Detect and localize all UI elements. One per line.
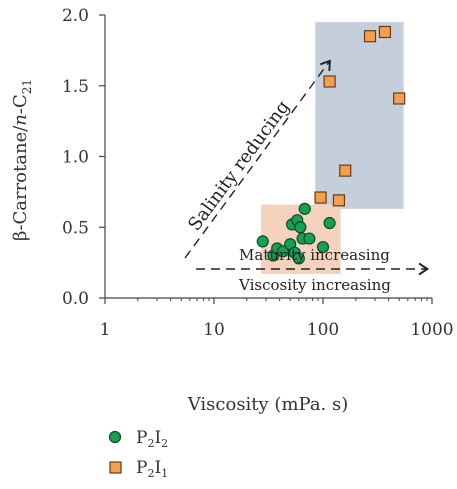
region-0 bbox=[315, 22, 404, 209]
axis-ticks: 1 10 100 1000 0.0 0.5 1.0 1.5 2.0 bbox=[62, 6, 454, 340]
point-square bbox=[393, 92, 406, 105]
y-tick-label: 1.0 bbox=[62, 148, 89, 168]
x-tick-label: 100 bbox=[307, 320, 339, 340]
x-tick-label: 10 bbox=[203, 320, 225, 340]
point-square bbox=[332, 194, 346, 207]
y-axis-label: β-Carrotane/n-C21 bbox=[10, 79, 34, 241]
point-square bbox=[339, 164, 352, 177]
point-circle bbox=[298, 202, 311, 215]
point-circle bbox=[292, 252, 305, 265]
salinity-arrow bbox=[184, 59, 331, 259]
point-square bbox=[378, 25, 392, 39]
point-circle bbox=[323, 216, 336, 230]
highlight-regions bbox=[261, 22, 404, 274]
point-circle bbox=[276, 245, 290, 258]
point-circle bbox=[256, 235, 269, 248]
legend-label-p2i1: P2I1 bbox=[136, 458, 168, 480]
annotation-maturity: Maturity increasing bbox=[239, 246, 390, 264]
x-axis-label: Viscosity (mPa. s) bbox=[187, 394, 349, 415]
legend: P2I2 P2I1 bbox=[108, 428, 168, 480]
legend-item-p2i1: P2I1 bbox=[109, 458, 168, 480]
x-tick-label: 1000 bbox=[410, 320, 453, 340]
point-circle bbox=[316, 240, 330, 254]
y-tick-label: 0.5 bbox=[62, 218, 89, 238]
point-circle bbox=[303, 232, 316, 245]
point-square bbox=[363, 30, 377, 43]
legend-item-p2i2: P2I2 bbox=[108, 428, 168, 450]
y-tick-label: 0.0 bbox=[62, 289, 89, 309]
point-circle bbox=[294, 221, 307, 234]
data-points bbox=[256, 25, 406, 265]
x-tick-label: 1 bbox=[100, 320, 111, 340]
legend-marker-circle bbox=[108, 430, 122, 444]
legend-label-p2i2: P2I2 bbox=[136, 428, 168, 450]
y-tick-label: 2.0 bbox=[62, 6, 89, 26]
annotation-viscosity: Viscosity increasing bbox=[238, 276, 391, 294]
y-tick-label: 1.5 bbox=[62, 77, 89, 97]
legend-marker-square bbox=[109, 461, 122, 474]
point-square bbox=[323, 75, 336, 88]
point-square bbox=[314, 191, 327, 204]
